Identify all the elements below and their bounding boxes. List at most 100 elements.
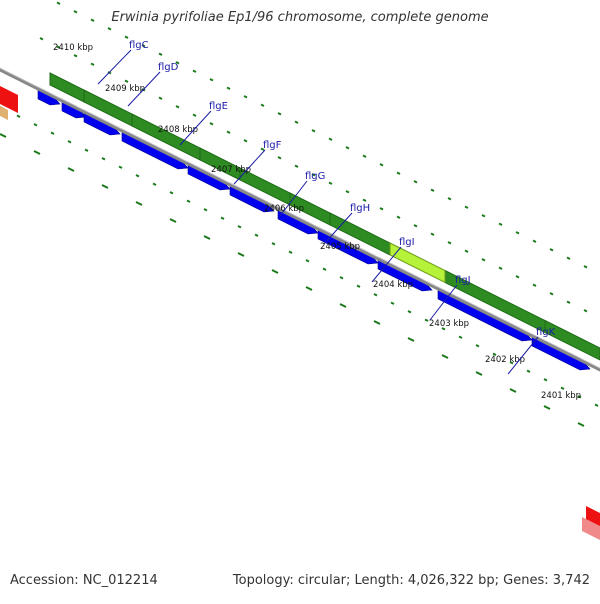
tick-mark [203,208,208,212]
tick-mark [509,388,517,393]
tick-mark [226,86,231,90]
tick-mark [101,157,106,161]
tick-mark [390,301,395,305]
tick-mark [339,276,344,280]
tick-mark [526,369,531,373]
tick-mark [328,181,333,185]
tick-mark [271,269,279,274]
tick-mark [294,164,299,168]
tick-mark [33,150,41,155]
tick-mark [566,300,571,304]
tick-mark [566,256,571,260]
tick-mark [441,327,446,331]
gene-leader-line [323,212,353,245]
genome-backbone [0,68,600,372]
tick-mark [243,139,248,143]
tick-mark [260,147,265,151]
position-label: 2408 kbp [158,125,198,135]
gene-label: flgE [209,101,228,112]
position-label: 2401 kbp [541,391,581,401]
tick-mark [226,130,231,134]
tick-mark [322,267,327,271]
tick-mark [373,293,378,297]
tick-mark [73,54,78,58]
gene-label: flgF [263,140,282,151]
tick-mark [549,248,554,252]
tick-mark [498,222,503,226]
tick-mark [458,335,463,339]
tick-mark [260,103,265,107]
tick-mark [90,62,95,66]
tick-mark [328,137,333,141]
tick-mark [107,27,112,31]
tick-mark [441,354,449,359]
tick-mark [175,105,180,109]
highlighted-cds-segment [389,242,446,284]
tick-mark [407,337,415,342]
tick-mark [305,286,313,291]
tick-mark [0,133,7,138]
tick-mark [209,78,214,82]
gene-leader-line [507,336,539,375]
tick-mark [186,199,191,203]
tick-mark [481,214,486,218]
tick-mark [549,292,554,296]
tick-mark [362,154,367,158]
tick-mark [583,309,588,313]
tick-mark [294,120,299,124]
gene-leader-line [279,180,308,217]
tick-mark [152,182,157,186]
tick-mark [237,225,242,229]
gene-label: flgD [158,62,179,73]
tick-mark [118,165,123,169]
tick-mark [362,198,367,202]
gene-label: flgI [399,237,415,248]
tick-mark [209,122,214,126]
tick-mark [464,205,469,209]
tick-mark [413,224,418,228]
position-label: 2403 kbp [429,319,469,329]
tick-mark [141,44,146,48]
tick-mark [16,114,21,118]
gene-label: flgH [350,203,370,214]
cds-segment-9 [544,319,600,361]
tick-mark [356,284,361,288]
tick-mark [577,395,582,399]
tick-mark [339,303,347,308]
tick-mark [583,265,588,269]
tick-mark [379,163,384,167]
tick-mark [577,422,585,427]
tick-mark [158,96,163,100]
tick-mark [594,403,599,407]
gene-leader-line [179,110,212,146]
tick-mark [515,231,520,235]
tick-mark [73,10,78,14]
tick-mark [373,320,381,325]
tick-mark [492,352,497,356]
tick-mark [396,215,401,219]
tick-mark [475,371,483,376]
gene-leader-line [127,71,161,107]
gene-leader-line [97,49,132,85]
tick-mark [498,266,503,270]
accession-text: Accession: NC_012214 [10,573,158,588]
tick-mark [175,61,180,65]
tick-mark [220,216,225,220]
gene-label: flgC [129,40,149,51]
top-tick-row [56,1,588,269]
offscreen-feature-left [0,86,18,113]
tick-mark [430,188,435,192]
tick-mark [543,378,548,382]
tick-mark [84,148,89,152]
position-label: 2410 kbp [53,43,93,53]
tick-mark [424,318,429,322]
tick-mark [509,361,514,365]
tick-mark [135,201,143,206]
tick-mark [345,190,350,194]
genome-backbone-highlight [0,67,600,369]
tick-mark [39,37,44,41]
tick-mark [464,249,469,253]
tick-mark [447,241,452,245]
tick-mark [447,197,452,201]
